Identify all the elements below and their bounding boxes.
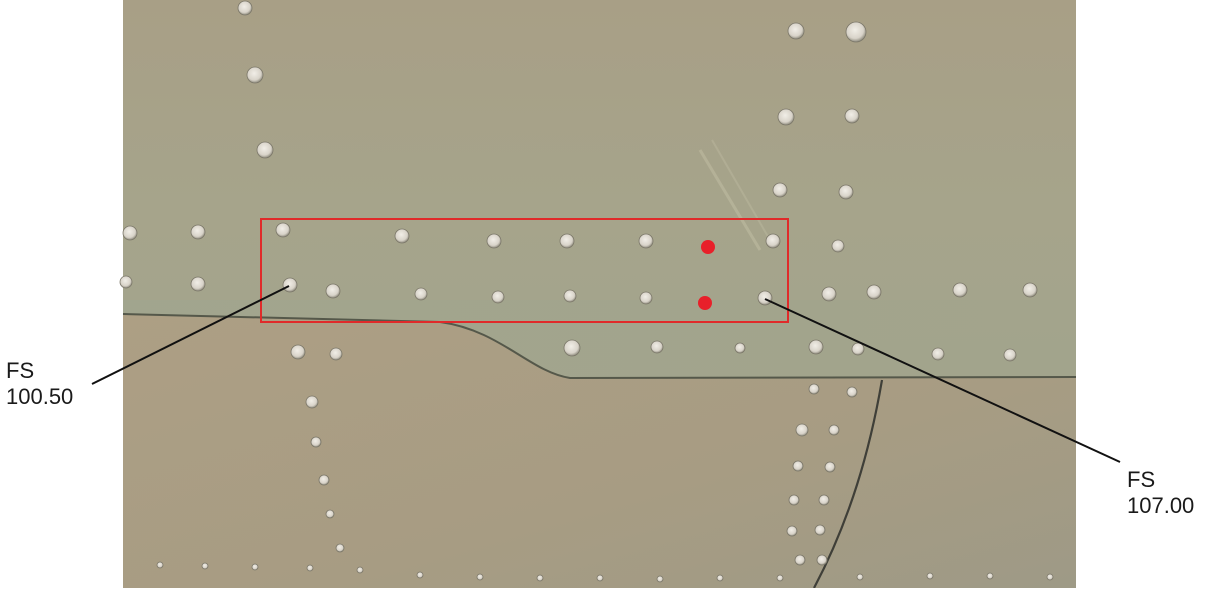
fastener-head <box>931 347 945 361</box>
fastener-head <box>290 344 306 360</box>
fastener-head <box>486 233 502 249</box>
fastener-head <box>856 573 864 581</box>
fastener-head <box>201 562 209 570</box>
fastener-head <box>318 474 330 486</box>
station-label-value: 107.00 <box>1127 493 1195 518</box>
fastener-head <box>491 290 505 304</box>
fastener-head <box>828 424 840 436</box>
red-marker <box>701 240 715 254</box>
fastener-head <box>256 141 274 159</box>
fastener-head <box>563 289 577 303</box>
fastener-head <box>282 277 298 293</box>
fastener-head <box>119 275 133 289</box>
fastener-head <box>787 22 805 40</box>
fastener-head <box>716 574 724 582</box>
fastener-head <box>563 339 581 357</box>
fastener-head <box>275 222 291 238</box>
panel-seam <box>122 313 1077 380</box>
highlight-box <box>260 218 789 323</box>
station-label-value: 100.50 <box>6 384 74 409</box>
fastener-head <box>325 509 335 519</box>
fastener-head <box>639 291 653 305</box>
fastener-head <box>1046 573 1054 581</box>
fastener-head <box>838 184 854 200</box>
fastener-head <box>734 342 746 354</box>
fastener-head <box>329 347 343 361</box>
fastener-head <box>814 524 826 536</box>
fastener-head <box>808 383 820 395</box>
fastener-head <box>237 0 253 16</box>
fastener-head <box>795 423 809 437</box>
fastener-head <box>122 225 138 241</box>
fastener-head <box>190 224 206 240</box>
fastener-head <box>794 554 806 566</box>
fastener-head <box>156 561 164 569</box>
fastener-head <box>952 282 968 298</box>
fastener-head <box>926 572 934 580</box>
fastener-head <box>638 233 654 249</box>
fastener-head <box>986 572 994 580</box>
station-label-left: FS 100.50 <box>6 358 73 410</box>
leader-line-left <box>91 285 290 385</box>
fastener-head <box>866 284 882 300</box>
fastener-head <box>356 566 364 574</box>
fastener-head <box>846 386 858 398</box>
fastener-head <box>1003 348 1017 362</box>
fastener-head <box>845 21 867 43</box>
fastener-head <box>777 108 795 126</box>
fastener-head <box>821 286 837 302</box>
red-marker <box>698 296 712 310</box>
fastener-head <box>310 436 322 448</box>
fastener-head <box>335 543 345 553</box>
fastener-head <box>656 575 664 583</box>
fastener-head <box>190 276 206 292</box>
fastener-head <box>816 554 828 566</box>
fastener-head <box>851 342 865 356</box>
fastener-head <box>776 574 784 582</box>
fastener-head <box>246 66 264 84</box>
fastener-group <box>119 0 1054 583</box>
fastener-head <box>596 574 604 582</box>
fastener-head <box>824 461 836 473</box>
fastener-head <box>251 563 259 571</box>
station-label-prefix: FS <box>6 358 35 383</box>
fastener-head <box>831 239 845 253</box>
fastener-head <box>536 574 544 582</box>
leader-line-right <box>764 298 1121 463</box>
fastener-head <box>1022 282 1038 298</box>
fastener-head <box>792 460 804 472</box>
fastener-head <box>818 494 830 506</box>
fastener-head <box>772 182 788 198</box>
lower-skin-panel <box>123 314 1076 588</box>
glare-streak <box>711 139 771 241</box>
fastener-head <box>394 228 410 244</box>
station-label-right: FS 107.00 <box>1127 467 1194 519</box>
station-label-prefix: FS <box>1127 467 1156 492</box>
fastener-head <box>786 525 798 537</box>
fastener-head <box>476 573 484 581</box>
fastener-head <box>844 108 860 124</box>
fastener-head <box>414 287 428 301</box>
fastener-head <box>305 395 319 409</box>
glare-streak <box>698 149 762 251</box>
fastener-head <box>306 564 314 572</box>
fastener-head <box>416 571 424 579</box>
fastener-head <box>650 340 664 354</box>
fastener-head <box>788 494 800 506</box>
fastener-head <box>765 233 781 249</box>
fastener-head <box>808 339 824 355</box>
fastener-head <box>325 283 341 299</box>
fastener-head <box>757 290 773 306</box>
fastener-head <box>559 233 575 249</box>
